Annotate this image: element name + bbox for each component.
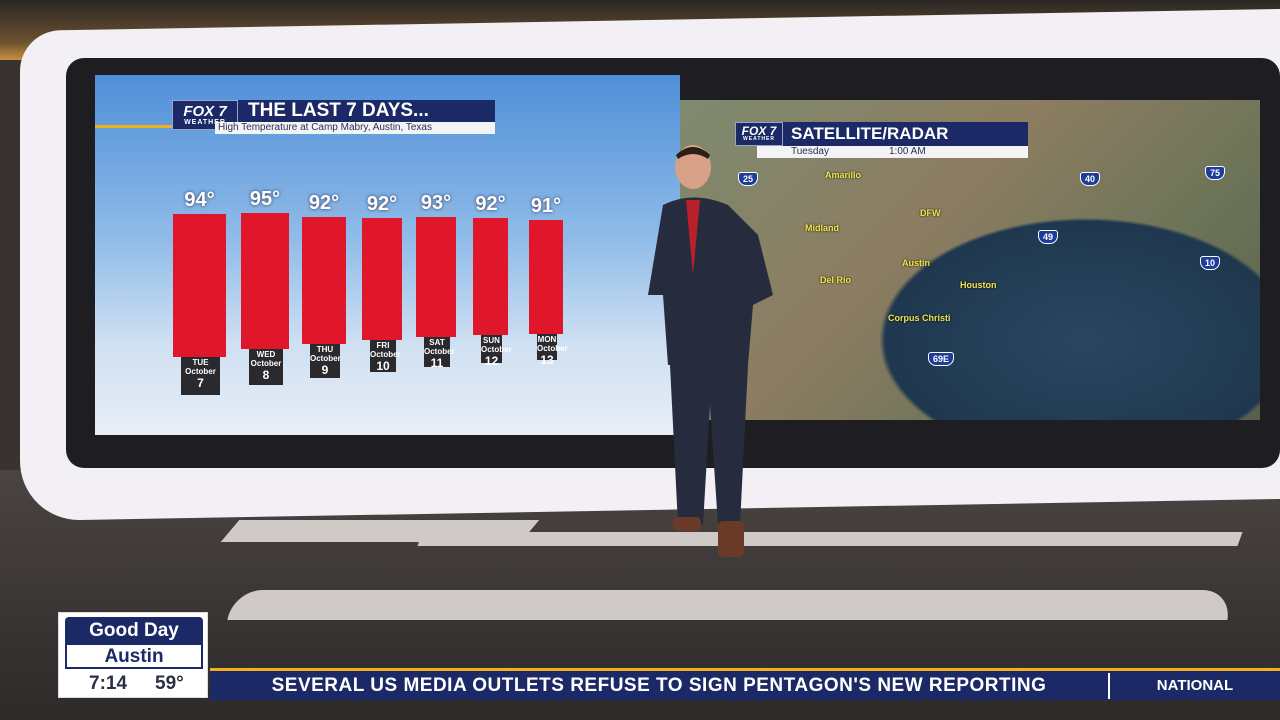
city-label: Houston <box>960 280 997 290</box>
map-labels: Amarillo Midland DFW Austin Del Rio Houston Co… <box>680 100 1260 420</box>
interstate-shield-icon: 40 <box>1080 172 1101 186</box>
graphic-title: THE LAST 7 DAYS... <box>238 100 495 122</box>
bar-value-label: 91° <box>530 194 562 217</box>
month: October <box>537 343 568 353</box>
bar-date-label: FRI October 10 <box>370 340 401 373</box>
day-name: THU <box>316 345 334 354</box>
day-name: SAT <box>429 338 445 347</box>
interstate-shield-icon: 49 <box>1038 230 1059 244</box>
show-name-line2: Austin <box>65 645 203 669</box>
bar <box>173 214 226 357</box>
date: 9 <box>321 362 329 377</box>
bar <box>473 218 508 335</box>
date: 7 <box>197 375 204 390</box>
map-day: Tuesday <box>791 146 829 157</box>
ticker-section: NATIONAL <box>1156 677 1234 694</box>
bar-date-label: SUN October 12 <box>481 335 512 367</box>
month: October <box>370 349 401 359</box>
date: 10 <box>376 358 390 373</box>
date: 13 <box>540 352 554 367</box>
interstate-shield-icon: 25 <box>738 172 759 186</box>
floor-stripe <box>227 590 1233 620</box>
city-label: Midland <box>805 223 839 233</box>
news-ticker: SEVERAL US MEDIA OUTLETS REFUSE TO SIGN … <box>210 668 1280 700</box>
month: October <box>424 346 455 356</box>
map-time: 1:00 AM <box>888 146 926 157</box>
clock: 7:14 <box>89 673 128 694</box>
date: 12 <box>484 353 499 368</box>
fox7-weather-logo: FOX 7 WEATHER <box>735 122 783 146</box>
temperature-graphic: FOX 7 WEATHER THE LAST 7 DAYS... High Tem… <box>95 75 680 435</box>
bar <box>416 216 456 337</box>
bar-value-label: 93° <box>420 191 452 214</box>
bar-value-label: 92° <box>308 192 340 215</box>
satellite-radar-map: FOX 7 WEATHER SATELLITE/RADAR Tuesday 1:0… <box>680 100 1260 420</box>
bar-date-label: SAT October 11 <box>424 337 455 370</box>
bar-chart: 94° TUE October 7 95° WED October 8 92° THU Octobe… <box>95 75 680 435</box>
bar-date-label: MON October 13 <box>537 334 568 366</box>
day-name: FRI <box>376 341 390 350</box>
meteorologist <box>648 145 773 557</box>
day-name: SUN <box>483 336 500 345</box>
bar-value-label: 92° <box>475 193 506 216</box>
bar <box>241 213 289 349</box>
show-bug: Good Day Austin 7:14 59° <box>58 612 208 698</box>
city-label: Del Rio <box>820 275 852 285</box>
map-title: SATELLITE/RADAR <box>783 122 1028 146</box>
bar-date-label: TUE October 7 <box>181 357 220 395</box>
bar-date-label: WED October 8 <box>249 349 283 385</box>
bar <box>529 219 563 334</box>
city-label: DFW <box>920 208 941 218</box>
date: 8 <box>262 367 270 382</box>
date: 11 <box>430 355 444 370</box>
ticker-divider <box>1108 672 1110 699</box>
month: October <box>185 366 216 376</box>
floor-stripe <box>417 532 1243 546</box>
accent-line <box>95 125 172 128</box>
day-name: TUE <box>192 358 209 367</box>
interstate-shield-icon: 10 <box>1200 256 1221 270</box>
ticker-headline: SEVERAL US MEDIA OUTLETS REFUSE TO SIGN … <box>271 674 1047 696</box>
bar-date-label: THU October 9 <box>310 344 341 378</box>
day-name: WED <box>256 350 276 359</box>
month: October <box>481 344 512 354</box>
current-temp: 59° <box>155 673 184 694</box>
month: October <box>310 353 341 363</box>
city-label: Amarillo <box>825 170 862 180</box>
interstate-shield-icon: 69E <box>928 352 955 366</box>
bar <box>362 217 402 340</box>
bar-value-label: 92° <box>366 192 398 215</box>
day-name: MON <box>537 335 557 344</box>
bar-value-label: 95° <box>249 188 281 211</box>
graphic-subtitle: High Temperature at Camp Mabry, Austin, … <box>215 122 495 134</box>
bar-value-label: 94° <box>184 189 215 212</box>
interstate-shield-icon: 75 <box>1205 166 1226 180</box>
city-label: Corpus Christi <box>888 313 951 323</box>
bar <box>302 217 346 344</box>
month: October <box>250 358 282 368</box>
city-label: Austin <box>902 258 930 268</box>
show-name-line1: Good Day <box>65 617 203 645</box>
